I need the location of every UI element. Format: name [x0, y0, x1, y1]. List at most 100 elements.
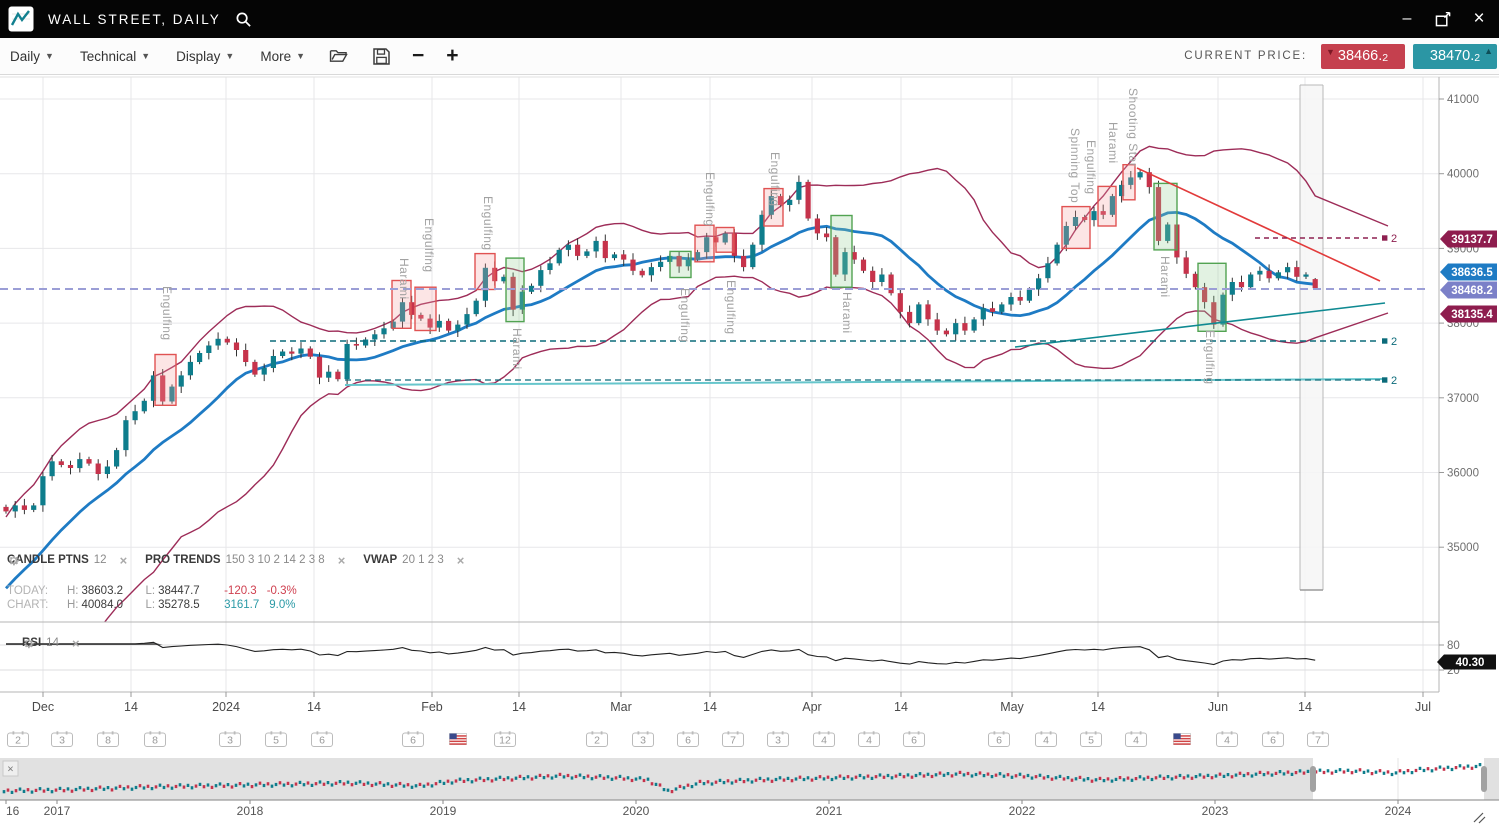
calendar-event-badge: 7: [1307, 731, 1329, 747]
us-flag-icon: [449, 733, 467, 745]
svg-text:41000: 41000: [1447, 94, 1479, 106]
svg-text:37000: 37000: [1447, 393, 1479, 405]
svg-text:38468.2: 38468.2: [1451, 285, 1493, 297]
svg-text:39137.7: 39137.7: [1451, 234, 1493, 246]
svg-text:2: 2: [1391, 336, 1397, 348]
calendar-event-badge: 2: [586, 731, 608, 747]
popout-icon[interactable]: [1433, 9, 1453, 29]
calendar-event-badge: 4: [1035, 731, 1057, 747]
svg-text:Engulfing: Engulfing: [481, 196, 495, 251]
calendar-event-badge: 12: [494, 731, 516, 747]
calendar-event-badge: 5: [265, 731, 287, 747]
svg-text:8: 8: [105, 735, 111, 747]
svg-text:Harami: Harami: [1106, 122, 1120, 164]
minimap-close-button[interactable]: ×: [2, 760, 19, 777]
zoom-in-button[interactable]: +: [446, 44, 459, 67]
svg-text:2: 2: [594, 735, 600, 747]
svg-text:2022: 2022: [1009, 804, 1036, 818]
calendar-event-badge: 4: [858, 731, 880, 747]
trendlines[interactable]: [0, 167, 1428, 386]
svg-text:3: 3: [227, 735, 233, 747]
svg-text:14: 14: [894, 700, 908, 714]
calendar-event-badge: 3: [219, 731, 241, 747]
save-icon[interactable]: [373, 47, 390, 65]
svg-text:Mar: Mar: [610, 700, 632, 714]
svg-text:6: 6: [319, 735, 325, 747]
svg-text:Spinning Top: Spinning Top: [1068, 128, 1082, 203]
chart-stats: CHART: H: 40084.0 L: 35278.5 3161.7 9.0%: [7, 599, 296, 611]
remove-indicator-icon[interactable]: ×: [119, 552, 128, 568]
svg-text:14: 14: [124, 700, 138, 714]
event-badge-row[interactable]: 2 3 8 8 3 5 6 6 12 2 3 6 7 3 4 4 6 6 4 5 4 4 6 7: [7, 731, 1329, 747]
svg-text:5: 5: [273, 735, 279, 747]
rsi-value-tag: 40.30: [1437, 654, 1496, 670]
window-controls: – ×: [1397, 8, 1489, 29]
sell-price-button[interactable]: ▼ 38466. 2: [1321, 43, 1405, 69]
calendar-event-badge: 6: [988, 731, 1010, 747]
chart-grid: [0, 77, 1439, 692]
up-arrow-icon: ▲: [1484, 45, 1493, 56]
svg-text:6: 6: [996, 735, 1002, 747]
display-menu[interactable]: Display ▼: [176, 48, 235, 64]
svg-text:2021: 2021: [816, 804, 843, 818]
svg-text:5: 5: [1088, 735, 1094, 747]
timeframe-menu[interactable]: Daily ▼: [10, 48, 54, 64]
svg-text:Harami: Harami: [397, 258, 411, 300]
instrument-title: WALL STREET, DAILY: [48, 11, 221, 27]
svg-text:16: 16: [6, 804, 20, 818]
today-high: 38603.2: [81, 585, 124, 597]
time-axis: Dec 14 2024 14 Feb 14 Mar 14 Apr 14 May 14 Jun 14 Jul: [32, 692, 1431, 714]
minimap-selection-highlight-band: [1299, 84, 1324, 591]
main-chart-canvas[interactable]: Engulfing Harami Engulfing Engulfing Harami E…: [0, 75, 1499, 825]
today-low: 38447.7: [158, 585, 200, 597]
search-icon[interactable]: [235, 11, 252, 28]
svg-text:Engulfing: Engulfing: [160, 286, 174, 341]
minimap-right-handle[interactable]: [1481, 766, 1487, 792]
svg-text:12: 12: [499, 735, 511, 747]
svg-text:Harami: Harami: [1158, 256, 1172, 298]
calendar-event-badge: 3: [767, 731, 789, 747]
svg-text:2024: 2024: [1385, 804, 1412, 818]
minimap-left-handle[interactable]: [1310, 766, 1316, 792]
svg-text:36000: 36000: [1447, 468, 1479, 480]
svg-text:6: 6: [685, 735, 691, 747]
today-change-pct: -0.3%: [266, 585, 297, 597]
more-menu[interactable]: More ▼: [260, 48, 306, 64]
svg-text:Engulfing: Engulfing: [1203, 330, 1217, 385]
zoom-out-button[interactable]: −: [412, 44, 425, 67]
svg-text:Dec: Dec: [32, 700, 54, 714]
vwap-indicator: VWAP: [363, 554, 398, 566]
open-folder-icon[interactable]: [329, 48, 349, 64]
chevron-down-icon: ▼: [225, 51, 235, 61]
svg-text:2017: 2017: [44, 804, 71, 818]
chevron-down-icon: ▼: [45, 51, 54, 61]
remove-indicator-icon[interactable]: ×: [456, 552, 465, 568]
chart-high: 40084.0: [81, 599, 124, 611]
svg-text:Engulfing: Engulfing: [422, 218, 436, 273]
close-button[interactable]: ×: [1473, 8, 1485, 29]
current-price-label: CURRENT PRICE:: [1184, 50, 1307, 62]
technical-menu[interactable]: Technical ▼: [79, 48, 151, 64]
svg-text:2: 2: [1391, 233, 1397, 245]
rsi-indicator-legend: RSI 14 ×: [22, 635, 80, 651]
calendar-event-badge: 4: [813, 731, 835, 747]
calendar-event-badge: 6: [1262, 731, 1284, 747]
resize-grip-icon[interactable]: [1473, 812, 1486, 824]
svg-text:2019: 2019: [430, 804, 457, 818]
minimize-button[interactable]: –: [1402, 10, 1412, 27]
svg-text:4: 4: [821, 735, 827, 747]
svg-text:Harami: Harami: [840, 292, 854, 334]
remove-indicator-icon[interactable]: ×: [337, 552, 346, 568]
svg-text:8: 8: [152, 735, 158, 747]
remove-indicator-icon[interactable]: ×: [71, 635, 80, 651]
price-tags: 39137.7 38636.5 38468.2 38135.4: [1440, 230, 1497, 323]
candle-patterns-indicator: CANDLE PTNS: [7, 554, 89, 566]
svg-text:6: 6: [911, 735, 917, 747]
chart-change: 3161.7: [224, 599, 260, 611]
minimap[interactable]: 16 2017 2018 2019 2020 2021 2022 2023 2024 ×: [0, 758, 1499, 824]
svg-text:7: 7: [730, 735, 736, 747]
calendar-event-badge: 8: [144, 731, 166, 747]
buy-price-button[interactable]: 38470. 2 ▲: [1413, 43, 1497, 69]
